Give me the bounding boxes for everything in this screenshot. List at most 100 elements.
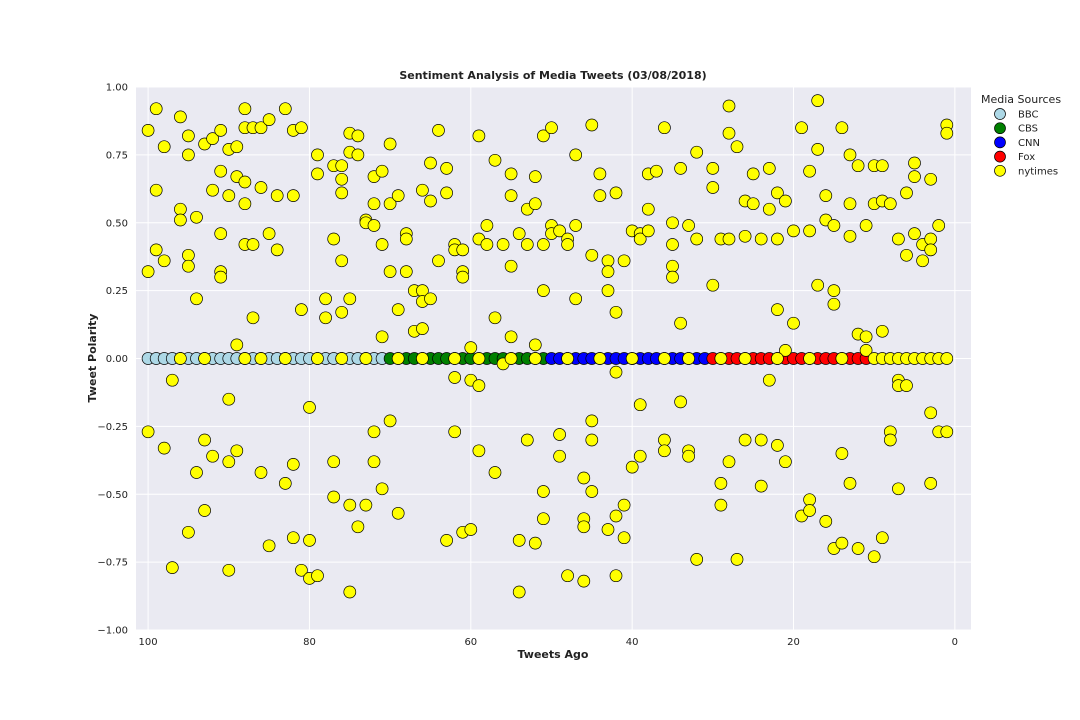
data-point [537, 129, 550, 143]
data-point [528, 338, 542, 352]
data-point [262, 227, 276, 240]
data-point [367, 455, 381, 469]
data-point [311, 148, 324, 162]
data-point [335, 254, 349, 268]
legend-marker [994, 136, 1006, 149]
data-point [609, 365, 623, 379]
data-point [504, 330, 518, 344]
data-point [520, 433, 534, 447]
data-point [295, 563, 308, 577]
legend-title: Media Sources [981, 93, 1061, 106]
data-point [448, 425, 462, 439]
data-point [722, 455, 736, 469]
data-point [464, 341, 478, 354]
data-point [141, 425, 155, 439]
data-point [843, 229, 857, 243]
y-tick-label: 0.50 [106, 218, 128, 229]
data-point [327, 490, 341, 504]
data-point [746, 197, 760, 211]
data-point [383, 197, 397, 211]
legend-label: CNN [1018, 138, 1040, 149]
x-tick-label: 60 [464, 637, 477, 648]
data-point [335, 172, 349, 186]
data-point [674, 162, 687, 175]
data-point [771, 186, 784, 200]
data-point [198, 352, 211, 365]
legend-marker [994, 164, 1006, 177]
data-point [464, 523, 478, 536]
data-point [827, 297, 841, 311]
data-point [174, 213, 187, 227]
data-point [762, 202, 776, 216]
data-point [633, 449, 647, 463]
data-point [577, 471, 591, 485]
data-point [641, 224, 655, 238]
data-point [658, 352, 671, 365]
data-point [900, 379, 913, 392]
data-point [456, 243, 470, 257]
data-point [674, 395, 687, 409]
data-point [303, 401, 316, 414]
data-point [528, 536, 542, 550]
data-point [504, 352, 518, 365]
data-point [311, 167, 324, 181]
data-point [803, 493, 816, 507]
data-point [432, 124, 445, 137]
data-point [238, 197, 252, 211]
data-point [391, 303, 405, 316]
data-point [222, 392, 236, 406]
data-point [771, 303, 784, 316]
data-point [690, 553, 704, 566]
data-point [424, 292, 437, 306]
data-point [730, 553, 744, 566]
data-point [908, 227, 921, 240]
data-point [230, 140, 244, 154]
x-tick-label: 20 [787, 637, 800, 648]
data-point [174, 110, 187, 124]
data-point [295, 303, 308, 316]
data-point [714, 352, 728, 365]
y-tick-label: 1.00 [106, 83, 128, 94]
data-point [254, 352, 268, 365]
data-point [416, 352, 429, 365]
data-point [537, 485, 550, 498]
data-point [666, 238, 679, 251]
data-point [230, 338, 244, 352]
data-point [270, 189, 284, 202]
data-point [303, 534, 316, 547]
data-point [149, 183, 163, 197]
data-point [738, 352, 752, 365]
data-point [432, 254, 445, 268]
data-point [706, 181, 720, 194]
data-points [141, 94, 954, 599]
legend-entry-fox: Fox [994, 150, 1035, 163]
y-axis-ticks: 1.00 0.75 0.50 0.25 0.00 −0.25 −0.50 −0.75 −1.00 [97, 83, 128, 637]
data-point [190, 210, 203, 224]
data-point [835, 447, 849, 460]
legend-marker [994, 150, 1006, 163]
data-point [448, 352, 462, 365]
data-point [222, 563, 236, 577]
data-point [149, 243, 163, 257]
data-point [851, 542, 865, 555]
data-point [343, 292, 357, 306]
legend-label: nytimes [1018, 166, 1058, 177]
data-point [682, 449, 695, 463]
data-point [641, 202, 655, 216]
data-point [262, 539, 276, 553]
data-point [157, 441, 171, 455]
data-point [286, 531, 300, 545]
series-cbs [383, 352, 550, 365]
data-point [383, 414, 397, 428]
legend-entry-nytimes: nytimes [994, 164, 1058, 177]
data-point [383, 265, 397, 278]
data-point [367, 219, 381, 232]
data-point [335, 159, 349, 173]
data-point [206, 132, 219, 145]
data-point [553, 428, 566, 441]
data-point [278, 102, 292, 116]
data-point [174, 352, 187, 365]
data-point [424, 194, 437, 208]
legend-marker [994, 122, 1006, 135]
data-point [480, 219, 494, 232]
